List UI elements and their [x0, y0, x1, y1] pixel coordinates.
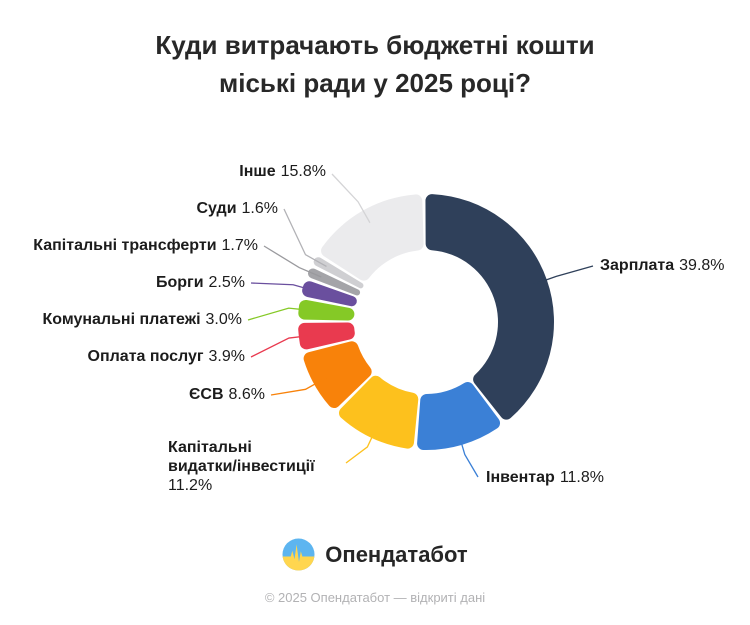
- slice-value: 15.8%: [280, 163, 326, 180]
- leader-line-inshe: [331, 173, 371, 224]
- slice-label-inshe: Інше 15.8%: [239, 161, 326, 182]
- slice-label-kaptransferty: Капітальні трансферти 1.7%: [33, 235, 258, 256]
- chart-title-line2: міські ради у 2025 році?: [218, 68, 531, 98]
- slice-inventar: [417, 382, 501, 450]
- slice-value: 3.9%: [208, 348, 245, 365]
- slice-kaptransferty: [307, 268, 361, 296]
- slice-name: Оплата послуг: [87, 348, 204, 365]
- leader-line-oplata: [250, 334, 313, 358]
- slice-value: 8.6%: [228, 386, 265, 403]
- slice-zarplata: [425, 194, 554, 420]
- slice-name: Суди: [196, 200, 237, 217]
- logo-text: Опендатабот: [325, 541, 468, 567]
- leader-line-kapvydatky: [345, 424, 379, 464]
- slice-value: 39.8%: [679, 257, 725, 274]
- slice-esv: [303, 341, 372, 409]
- leader-line-kaptransferty: [263, 245, 322, 278]
- slice-label-sudy: Суди 1.6%: [196, 198, 278, 219]
- slice-value: 11.2%: [168, 477, 213, 494]
- slice-name: Капітальні трансферти: [33, 237, 217, 254]
- slice-komunalni: [298, 299, 355, 321]
- slice-label-komunalni: Комунальні платежі 3.0%: [43, 309, 242, 330]
- slice-name: ЄСВ: [189, 386, 224, 403]
- leader-line-esv: [270, 377, 327, 396]
- slice-value: 1.7%: [221, 237, 258, 254]
- leader-line-sudy: [283, 208, 327, 267]
- slice-value: 1.6%: [241, 200, 278, 217]
- slice-name: видатки/інвестиції: [168, 458, 315, 475]
- slice-value: 11.8%: [559, 469, 604, 486]
- slice-label-borgy: Борги 2.5%: [156, 272, 245, 293]
- leader-line-zarplata: [533, 265, 594, 285]
- leader-line-komunalni: [247, 307, 313, 321]
- slice-name: Комунальні платежі: [42, 311, 201, 328]
- slice-name: Інше: [239, 163, 276, 180]
- slice-inshe: [321, 194, 424, 281]
- slice-sudy: [313, 257, 364, 289]
- leader-line-borgy: [250, 282, 317, 292]
- slice-label-esv: ЄСВ 8.6%: [189, 384, 265, 405]
- chart-title: Куди витрачають бюджетні кошти міські ра…: [0, 26, 750, 102]
- leader-line-inventar: [457, 431, 479, 478]
- copyright-text: © 2025 Опендатабот — відкриті дані: [264, 590, 486, 605]
- slice-label-inventar: Інвентар 11.8%: [486, 467, 604, 488]
- logo-icon: [282, 538, 315, 571]
- slice-label-kapvydatky: Капітальні видатки/інвестиції 11.2%: [168, 438, 315, 495]
- slice-label-oplata: Оплата послуг 3.9%: [88, 346, 245, 367]
- slice-value: 3.0%: [205, 311, 242, 328]
- slice-name: Інвентар: [486, 469, 555, 486]
- slice-value: 2.5%: [208, 274, 245, 291]
- slice-borgy: [302, 281, 357, 307]
- chart-title-line1: Куди витрачають бюджетні кошти: [155, 30, 595, 60]
- opendatabot-logo: Опендатабот: [0, 538, 750, 571]
- slice-kapvydatky: [338, 375, 419, 449]
- slice-name: Капітальні: [168, 439, 252, 456]
- slice-oplata: [298, 322, 355, 350]
- slice-label-zarplata: Зарплата 39.8%: [600, 255, 725, 276]
- slice-name: Зарплата: [600, 257, 675, 274]
- slice-name: Борги: [155, 274, 204, 291]
